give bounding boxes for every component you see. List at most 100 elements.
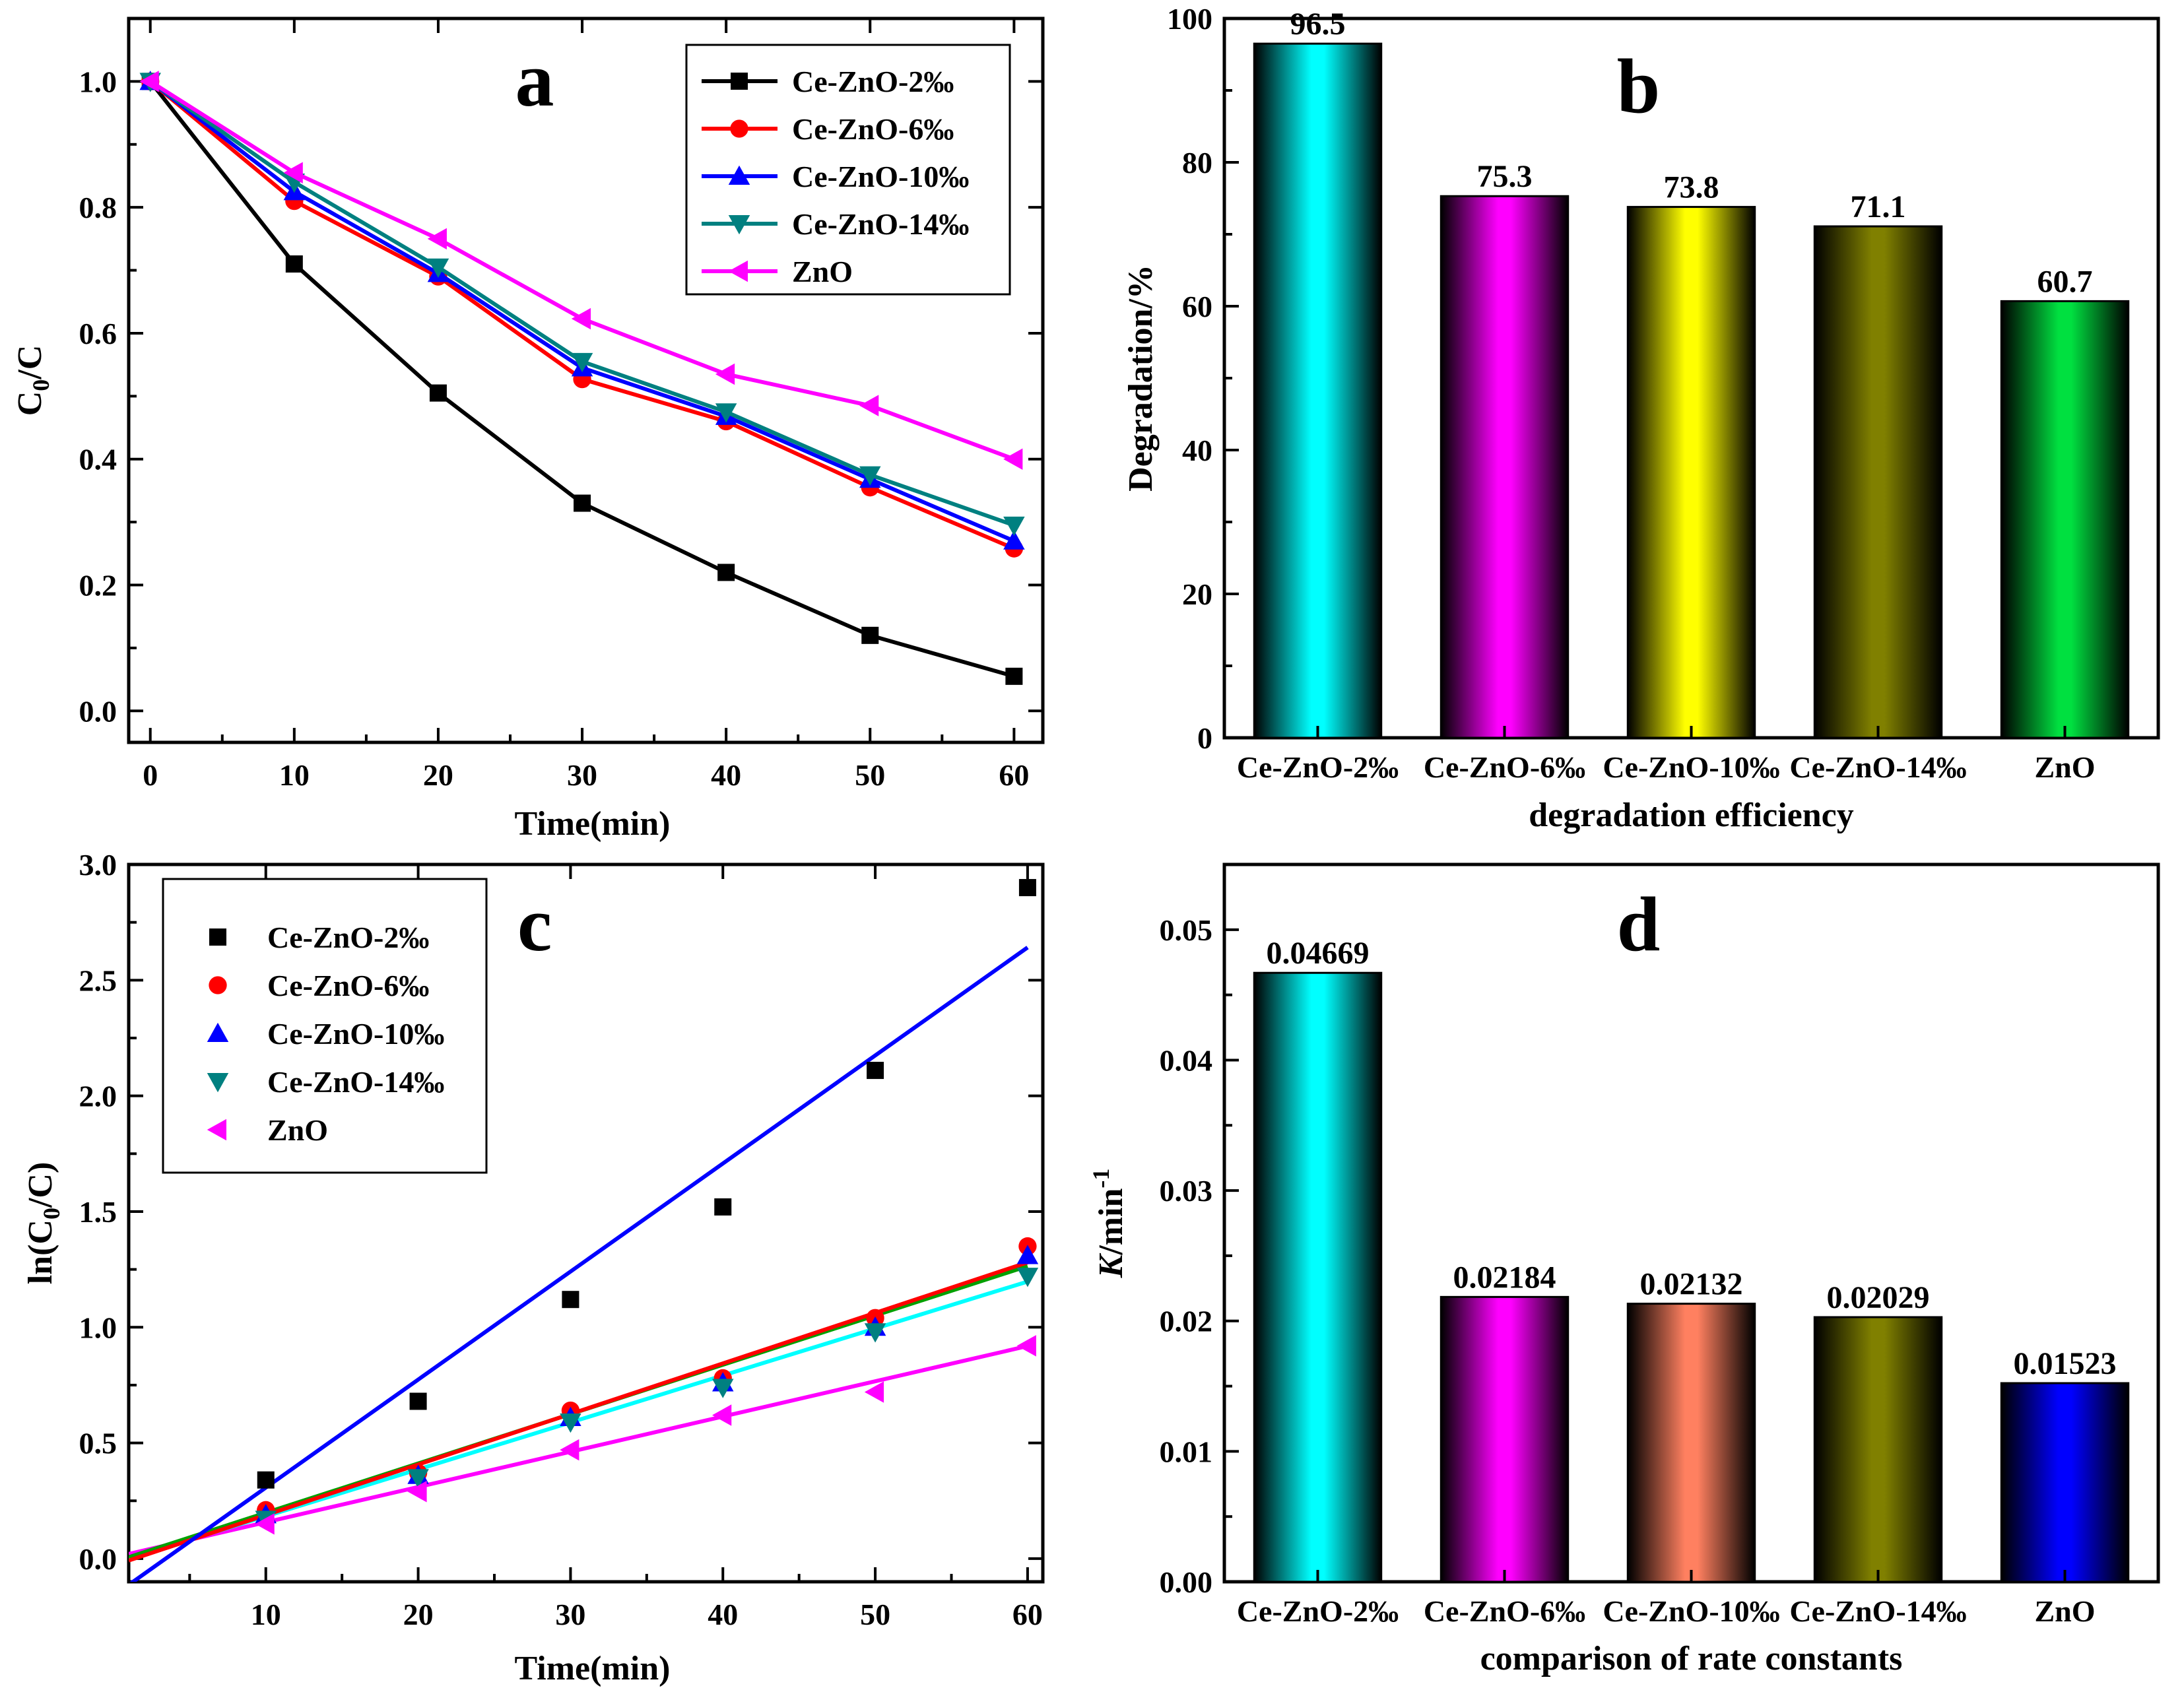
data-point-ce-zno-2permil bbox=[409, 1392, 427, 1410]
y-axis-label: C0/C bbox=[11, 345, 54, 416]
y-tick-label: 0.00 bbox=[1160, 1565, 1213, 1599]
y-tick-label: 0.2 bbox=[79, 569, 117, 602]
legend-label: Ce-ZnO-6‰ bbox=[267, 969, 429, 1002]
y-axis-label-unit: /min bbox=[1092, 1188, 1130, 1256]
x-tick-label: 40 bbox=[711, 758, 741, 792]
y-tick-label: 1.0 bbox=[79, 65, 117, 98]
data-point-ce-zno-14permil bbox=[859, 466, 881, 486]
y-axis-label-k: K bbox=[1092, 1252, 1130, 1278]
y-axis-label-rest: /C) bbox=[22, 1162, 59, 1208]
x-axis-label: degradation efficiency bbox=[1529, 796, 1853, 834]
x-tick-label: 10 bbox=[279, 758, 310, 792]
panel-c-frame bbox=[127, 862, 1045, 1584]
data-point-zno bbox=[715, 363, 735, 385]
bar-value-label: 73.8 bbox=[1664, 170, 1719, 205]
bar-value-label: 0.02132 bbox=[1640, 1267, 1743, 1302]
data-point-ce-zno-14permil bbox=[864, 1323, 886, 1343]
y-tick-label: 100 bbox=[1167, 2, 1212, 36]
y-tick-label: 0.02 bbox=[1160, 1305, 1213, 1338]
y-axis-label: Degradation/% bbox=[1122, 265, 1160, 492]
bar-ce-zno-14permil bbox=[1813, 225, 1943, 739]
legend-label: Ce-ZnO-10‰ bbox=[792, 160, 969, 193]
panel-a-frame bbox=[127, 16, 1045, 744]
y-axis-label-rest: /C bbox=[11, 345, 49, 380]
data-point-ce-zno-2permil bbox=[285, 255, 303, 273]
legend-label: Ce-ZnO-6‰ bbox=[792, 112, 954, 146]
legend-marker bbox=[209, 928, 226, 946]
data-point-ce-zno-14permil bbox=[571, 352, 593, 373]
y-tick-label: 1.5 bbox=[79, 1195, 117, 1229]
y-tick-label: 0.6 bbox=[79, 317, 117, 350]
panel-letter-a: a bbox=[515, 36, 554, 123]
panel-c: 10 20 30 40 50 60 0.0 0.5 1.0 1.5 2.0 2.5 3.0 Time(mi… bbox=[22, 848, 1045, 1687]
legend-marker bbox=[207, 1119, 226, 1141]
bar-value-label: 75.3 bbox=[1477, 159, 1533, 194]
bar-value-label: 96.5 bbox=[1290, 7, 1346, 42]
bar-value-label: 71.1 bbox=[1851, 189, 1906, 224]
legend-label: Ce-ZnO-14‰ bbox=[792, 207, 969, 241]
legend-label: Ce-ZnO-14‰ bbox=[267, 1065, 444, 1099]
y-tick-label: 0 bbox=[1197, 721, 1212, 755]
data-point-zno bbox=[560, 1439, 579, 1461]
x-category-label: Ce-ZnO-10‰ bbox=[1603, 750, 1779, 784]
bar-ce-zno-6permil bbox=[1439, 195, 1570, 739]
panel-d: 0.00 0.01 0.02 0.03 0.04 0.05 0.04669 Ce-ZnO-2‰… bbox=[1088, 862, 2160, 1677]
y-tick-label: 0.0 bbox=[79, 1542, 117, 1576]
y-axis-label: ln(C0/C) bbox=[22, 1162, 65, 1285]
x-tick-label: 60 bbox=[1012, 1598, 1043, 1631]
x-tick-label: 20 bbox=[423, 758, 453, 792]
bar-ce-zno-10permil bbox=[1626, 1303, 1756, 1583]
data-point-ce-zno-10permil bbox=[1016, 1245, 1039, 1264]
x-tick-label: 20 bbox=[403, 1598, 434, 1631]
bar-ce-zno-14permil bbox=[1813, 1316, 1943, 1583]
y-axis-label-sub: 0 bbox=[38, 1208, 65, 1219]
x-category-label: ZnO bbox=[2034, 750, 2095, 784]
data-point-zno bbox=[864, 1381, 884, 1403]
data-point-ce-zno-2permil bbox=[1018, 879, 1036, 897]
legend-marker bbox=[728, 260, 748, 282]
data-point-ce-zno-14permil bbox=[560, 1414, 581, 1433]
y-tick-label: 1.0 bbox=[79, 1311, 117, 1344]
y-tick-label: 0.5 bbox=[79, 1427, 117, 1460]
x-category-label: Ce-ZnO-10‰ bbox=[1603, 1594, 1779, 1628]
x-category-label: Ce-ZnO-14‰ bbox=[1789, 1594, 1966, 1628]
legend-label: Ce-ZnO-2‰ bbox=[267, 921, 429, 954]
x-axis-label: Time(min) bbox=[515, 1650, 671, 1687]
data-point-ce-zno-14permil bbox=[407, 1469, 429, 1489]
legend-label: Ce-ZnO-10‰ bbox=[267, 1017, 444, 1051]
data-point-ce-zno-2permil bbox=[429, 384, 447, 402]
y-tick-label: 60 bbox=[1182, 290, 1212, 323]
x-category-label: Ce-ZnO-6‰ bbox=[1424, 750, 1585, 784]
y-tick-label: 20 bbox=[1182, 577, 1212, 611]
x-tick-label: 60 bbox=[999, 758, 1029, 792]
legend-label: Ce-ZnO-2‰ bbox=[792, 65, 954, 98]
y-tick-label: 0.0 bbox=[79, 694, 117, 728]
legend: Ce-ZnO-2‰ Ce-ZnO-6‰ Ce-ZnO-10‰ Ce-ZnO-14‰ Zn… bbox=[162, 878, 488, 1174]
data-point-ce-zno-2permil bbox=[562, 1291, 579, 1309]
legend: Ce-ZnO-2‰ Ce-ZnO-6‰ Ce-ZnO-10‰ Ce-ZnO-14‰ Zn… bbox=[685, 44, 1011, 296]
y-tick-label: 0.4 bbox=[79, 443, 117, 476]
x-tick-label: 50 bbox=[855, 758, 885, 792]
panel-b: 0 20 40 60 80 100 96.5 Ce-ZnO-2‰ 75.3 Ce-ZnO-6‰ 73… bbox=[1122, 2, 2160, 834]
x-tick-label: 30 bbox=[567, 758, 597, 792]
panel-letter-c: c bbox=[517, 881, 552, 967]
data-point-ce-zno-14permil bbox=[1016, 1268, 1039, 1287]
y-tick-label: 0.05 bbox=[1160, 913, 1213, 947]
legend-marker bbox=[728, 215, 750, 235]
legend-marker bbox=[207, 1073, 229, 1093]
panel-letter-d: d bbox=[1617, 881, 1661, 967]
x-tick-label: 10 bbox=[251, 1598, 281, 1631]
y-tick-label: 3.0 bbox=[79, 848, 117, 882]
data-point-ce-zno-2permil bbox=[714, 1198, 732, 1216]
x-axis-label: comparison of rate constants bbox=[1480, 1640, 1903, 1677]
data-point-ce-zno-14permil bbox=[1003, 516, 1025, 536]
y-tick-label: 80 bbox=[1182, 146, 1212, 179]
legend-marker bbox=[728, 165, 750, 185]
y-tick-label: 2.5 bbox=[79, 963, 117, 997]
bar-value-label: 0.04669 bbox=[1267, 936, 1370, 971]
legend-label: ZnO bbox=[792, 255, 853, 288]
bar-value-label: 0.02029 bbox=[1827, 1280, 1930, 1315]
x-tick-label: 0 bbox=[143, 758, 158, 792]
x-tick-label: 50 bbox=[860, 1598, 890, 1631]
data-point-zno bbox=[859, 395, 879, 416]
